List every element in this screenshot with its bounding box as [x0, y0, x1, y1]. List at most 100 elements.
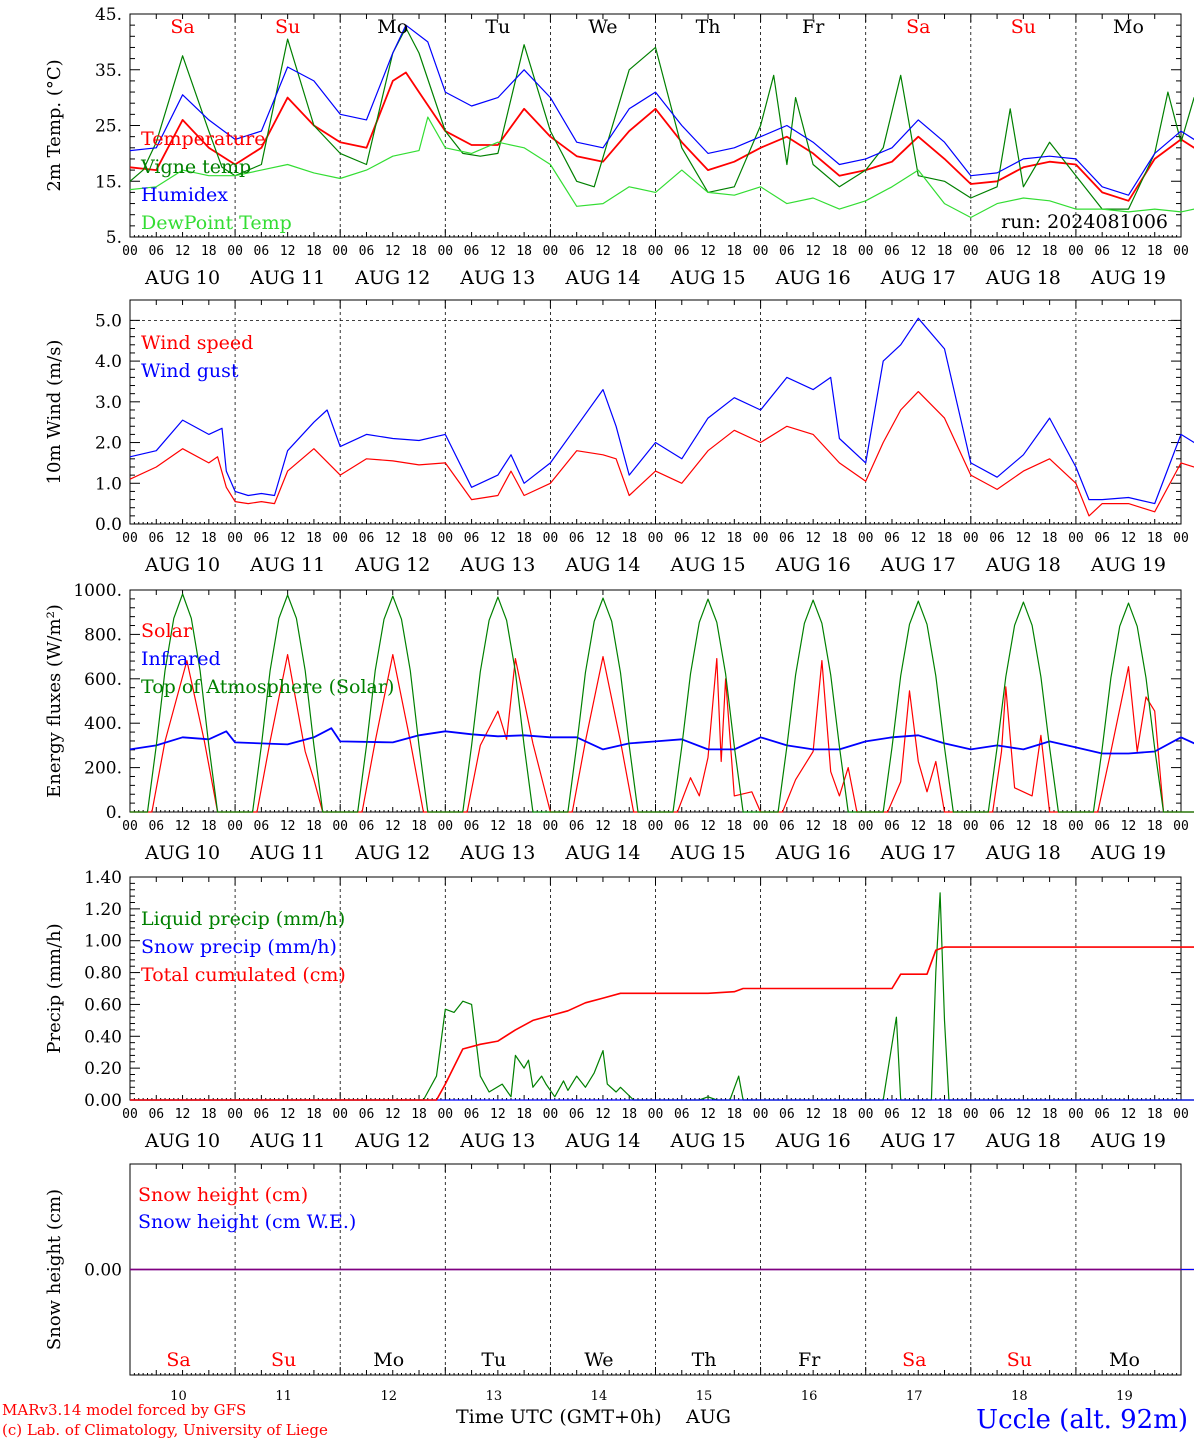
- y-tick-label: 0.00: [84, 1261, 122, 1281]
- y-axis-label: Precip (mm/h): [44, 923, 65, 1053]
- hour-label: 12: [490, 819, 506, 834]
- hour-label: 00: [543, 1107, 559, 1122]
- hour-label: 06: [674, 819, 690, 834]
- hour-label: 06: [674, 244, 690, 259]
- panel-frame: [129, 299, 1182, 525]
- hour-label: 18: [621, 1107, 637, 1122]
- hour-label: 00: [858, 244, 874, 259]
- date-label: AUG 14: [564, 842, 640, 864]
- hour-label: 06: [569, 244, 585, 259]
- hour-label: 06: [359, 531, 375, 546]
- weekday-label-bottom: Tu: [481, 1349, 506, 1371]
- date-label: AUG 14: [564, 554, 640, 576]
- hour-label: 18: [1147, 531, 1163, 546]
- hour-label: 00: [753, 1107, 769, 1122]
- hour-label: 12: [595, 819, 611, 834]
- date-label: AUG 17: [880, 842, 956, 864]
- hour-label: 12: [1016, 531, 1032, 546]
- hour-label: 06: [884, 531, 900, 546]
- hour-label: 18: [1042, 244, 1058, 259]
- hour-label: 06: [1094, 819, 1110, 834]
- hour-label: 12: [700, 819, 716, 834]
- hour-label: 00: [122, 1107, 138, 1122]
- panel-4: 0.00 0.20 0.40 0.60 0.80 1.00 1.20 1.40 Precip (…: [44, 868, 1194, 1152]
- legend-entry: Snow height (cm W.E.): [138, 1211, 356, 1233]
- hour-label: 00: [648, 531, 664, 546]
- date-label: AUG 13: [459, 267, 535, 289]
- hour-label: 00: [1173, 1107, 1189, 1122]
- hour-label: 12: [385, 531, 401, 546]
- date-label: AUG 11: [249, 554, 325, 576]
- weekday-label-bottom: Su: [271, 1349, 296, 1371]
- hour-label: 06: [148, 531, 164, 546]
- hour-label: 06: [989, 531, 1005, 546]
- hour-label: 06: [779, 244, 795, 259]
- hour-label: 00: [437, 1107, 453, 1122]
- hour-label: 00: [1173, 244, 1189, 259]
- hour-label: 12: [1016, 1107, 1032, 1122]
- panel-1: 5. 15. 25. 35. 45. 2m Temp. (°C) Temperature Vi…: [44, 5, 1194, 289]
- hour-label: 18: [832, 1107, 848, 1122]
- hour-label: 06: [359, 1107, 375, 1122]
- hour-label: 00: [753, 244, 769, 259]
- hour-label: 00: [332, 1107, 348, 1122]
- hour-label: 06: [464, 244, 480, 259]
- hour-label: 06: [254, 244, 270, 259]
- hour-label: 12: [910, 1107, 926, 1122]
- hour-label: 12: [1016, 819, 1032, 834]
- legend-entry: Infrared: [141, 648, 221, 670]
- hour-label: 06: [989, 1107, 1005, 1122]
- series-line-2: [129, 27, 1194, 210]
- hour-label: 12: [1016, 244, 1032, 259]
- hour-label: 18: [201, 1107, 217, 1122]
- date-label: AUG 15: [669, 554, 745, 576]
- hour-label: 12: [910, 819, 926, 834]
- hour-label: 18: [201, 819, 217, 834]
- hour-label: 12: [1121, 819, 1137, 834]
- hour-label: 06: [989, 244, 1005, 259]
- hour-label: 12: [595, 531, 611, 546]
- hour-label: 06: [989, 819, 1005, 834]
- date-label: AUG 19: [1090, 1130, 1166, 1152]
- hour-label: 12: [280, 1107, 296, 1122]
- y-tick-label: 45.: [95, 5, 122, 25]
- date-label: AUG 19: [1090, 267, 1166, 289]
- date-label: AUG 17: [880, 267, 956, 289]
- hour-label: 00: [963, 531, 979, 546]
- hour-label: 00: [1068, 819, 1084, 834]
- y-tick-label: 0.20: [84, 1059, 122, 1079]
- day-number: 10: [170, 1389, 187, 1404]
- panel-3: 0. 200. 400. 600. 800. 1000. Energy fluxes (W/…: [44, 581, 1194, 864]
- hour-label: 00: [753, 531, 769, 546]
- hour-label: 06: [674, 1107, 690, 1122]
- hour-label: 18: [726, 244, 742, 259]
- hour-label: 12: [700, 531, 716, 546]
- legend-entry: Top of Atmosphere (Solar): [141, 676, 394, 698]
- y-tick-label: 1.40: [84, 868, 122, 888]
- y-axis-label: 2m Temp. (°C): [44, 59, 65, 191]
- date-label: AUG 14: [564, 267, 640, 289]
- date-label: AUG 10: [144, 554, 220, 576]
- date-label: AUG 10: [144, 842, 220, 864]
- date-label: AUG 13: [459, 842, 535, 864]
- date-label: AUG 15: [669, 842, 745, 864]
- hour-label: 06: [884, 819, 900, 834]
- series-line-2: [129, 317, 1194, 505]
- hour-label: 00: [543, 531, 559, 546]
- hour-label: 12: [595, 244, 611, 259]
- y-tick-label: 0.40: [84, 1027, 122, 1047]
- day-number: 12: [380, 1389, 397, 1404]
- hour-label: 00: [122, 531, 138, 546]
- series-line-1: [130, 892, 1194, 1101]
- hour-label: 06: [569, 531, 585, 546]
- hour-label: 18: [832, 531, 848, 546]
- date-label: AUG 12: [354, 842, 430, 864]
- hour-label: 06: [148, 819, 164, 834]
- hour-label: 18: [621, 819, 637, 834]
- hour-label: 06: [254, 531, 270, 546]
- weekday-label-top: Mo: [1113, 16, 1144, 38]
- hour-label: 00: [1068, 1107, 1084, 1122]
- series-line-3: [130, 946, 1194, 1101]
- x-axis-label: Time UTC (GMT+0h): [456, 1406, 662, 1428]
